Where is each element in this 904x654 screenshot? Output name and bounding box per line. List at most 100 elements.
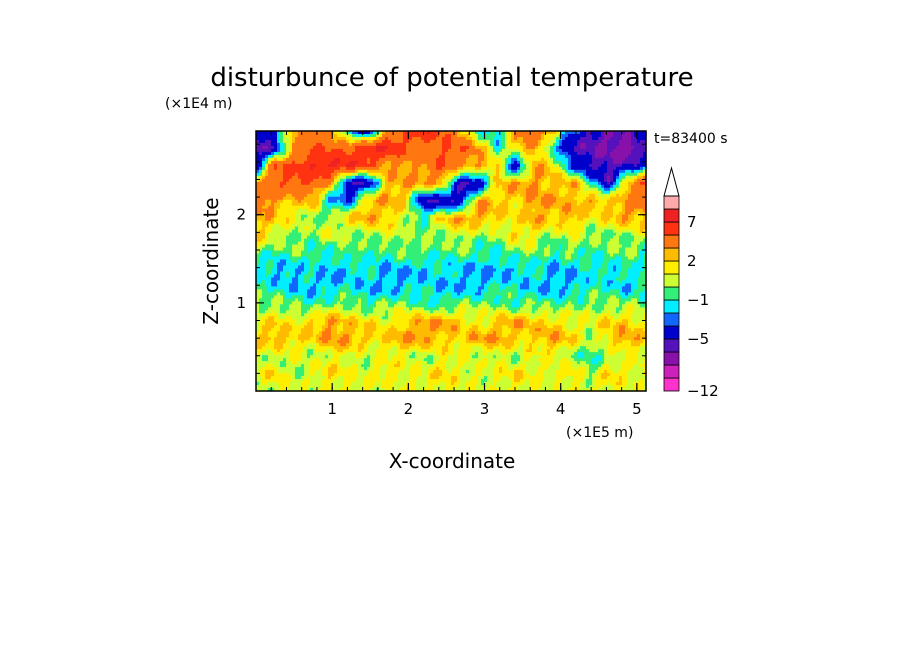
contour-cell [580, 154, 584, 159]
contour-cell [301, 190, 305, 195]
contour-cell [634, 172, 638, 177]
contour-cell [487, 181, 491, 186]
contour-cell [310, 193, 314, 198]
contour-cell [577, 166, 581, 171]
contour-cell [448, 193, 452, 198]
contour-cell [403, 196, 407, 201]
contour-cell [265, 193, 269, 198]
contour-cell [277, 187, 281, 192]
contour-cell [595, 184, 599, 189]
contour-cell [493, 193, 497, 198]
contour-cell [409, 172, 413, 177]
contour-cell [451, 154, 455, 159]
contour-cell [568, 196, 572, 201]
contour-cell [343, 199, 347, 204]
contour-cell [472, 133, 476, 138]
contour-cell [457, 169, 461, 174]
contour-cell [466, 172, 470, 177]
contour-cell [355, 145, 359, 150]
contour-cell [553, 142, 557, 147]
contour-cell [286, 136, 290, 141]
contour-cell [598, 145, 602, 150]
contour-cell [292, 184, 296, 189]
contour-cell [274, 190, 278, 195]
contour-cell [301, 187, 305, 192]
contour-cell [451, 169, 455, 174]
contour-cell [409, 190, 413, 195]
contour-cell [469, 157, 473, 162]
contour-cell [511, 187, 515, 192]
contour-cell [634, 148, 638, 153]
contour-cell [481, 193, 485, 198]
contour-cell [523, 131, 527, 135]
contour-cell [625, 136, 629, 141]
contour-cell [583, 184, 587, 189]
contour-cell [412, 178, 416, 183]
contour-cell [547, 157, 551, 162]
contour-cell [538, 166, 542, 171]
contour-cell [280, 190, 284, 195]
contour-cell [349, 145, 353, 150]
contour-cell [577, 196, 581, 201]
contour-cell [415, 175, 419, 180]
contour-cell [409, 187, 413, 192]
contour-cell [283, 163, 287, 168]
contour-cell [448, 187, 452, 192]
contour-cell [496, 190, 500, 195]
contour-cell [421, 133, 425, 138]
contour-cell [415, 157, 419, 162]
contour-cell [451, 184, 455, 189]
contour-cell [451, 139, 455, 144]
contour-cell [541, 142, 545, 147]
contour-cell [292, 178, 296, 183]
contour-cell [295, 148, 299, 153]
contour-cell [520, 199, 524, 204]
contour-cell [268, 193, 272, 198]
contour-cell [385, 151, 389, 156]
contour-cell [571, 145, 575, 150]
contour-cell [562, 178, 566, 183]
contour-cell [457, 163, 461, 168]
contour-cell [358, 199, 362, 204]
contour-cell [487, 202, 491, 207]
contour-cell [598, 136, 602, 141]
contour-cell [289, 160, 293, 165]
contour-cell [556, 160, 560, 165]
contour-cell [403, 139, 407, 144]
contour-cell [265, 175, 269, 180]
contour-cell [463, 166, 467, 171]
contour-cell [628, 169, 632, 174]
contour-cell [547, 139, 551, 144]
contour-cell [349, 151, 353, 156]
contour-cell [415, 166, 419, 171]
contour-cell [526, 136, 530, 141]
contour-cell [304, 157, 308, 162]
contour-cell [364, 131, 368, 135]
contour-cell [628, 166, 632, 171]
contour-cell [595, 151, 599, 156]
contour-cell [463, 148, 467, 153]
contour-cell [523, 187, 527, 192]
contour-cell [571, 175, 575, 180]
contour-cell [322, 169, 326, 174]
contour-cell [445, 184, 449, 189]
contour-cell [586, 166, 590, 171]
contour-cell [298, 139, 302, 144]
contour-cell [322, 199, 326, 204]
contour-cell [544, 169, 548, 174]
contour-cell [328, 202, 332, 207]
contour-cell [613, 131, 617, 135]
contour-cell [346, 133, 350, 138]
contour-cell [484, 133, 488, 138]
contour-cell [643, 133, 647, 138]
contour-cell [598, 166, 602, 171]
contour-cell [607, 163, 611, 168]
contour-cell [487, 154, 491, 159]
contour-cell [358, 196, 362, 201]
contour-cell [295, 202, 299, 207]
contour-cell [553, 154, 557, 159]
contour-cell [433, 178, 437, 183]
contour-cell [634, 190, 638, 195]
contour-cell [505, 145, 509, 150]
contour-cell [418, 169, 422, 174]
